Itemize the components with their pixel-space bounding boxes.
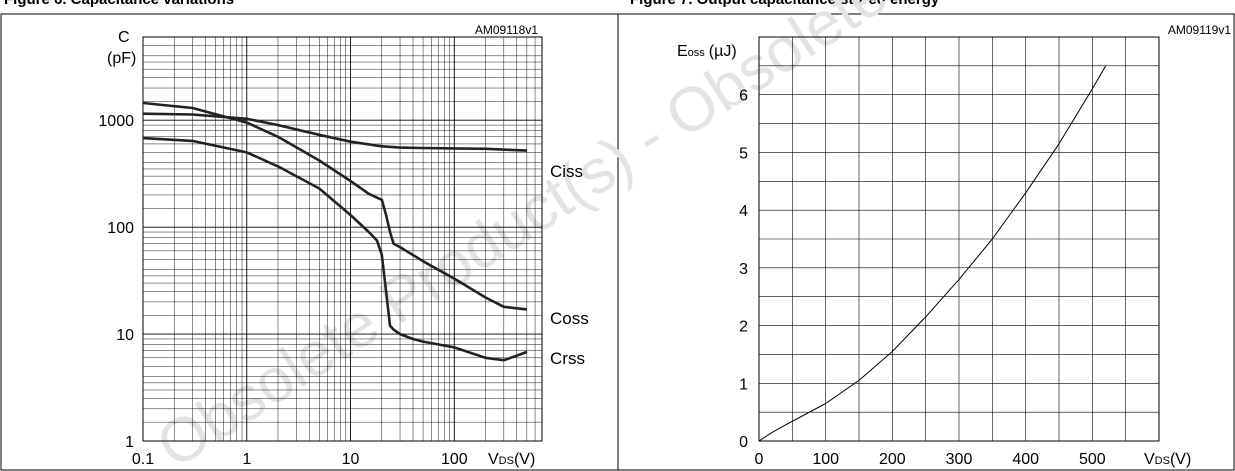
series-crss-label: Crss (550, 349, 585, 368)
right-panel-frame (617, 13, 1235, 471)
y-tick-label: 3 (739, 261, 748, 278)
eoss-line (758, 65, 1107, 442)
capacitance-ylabel: C (118, 29, 130, 46)
series-coss-label: Coss (550, 309, 589, 328)
eoss-xlabel: VDS(V) (1144, 451, 1191, 468)
capacitance-chart-code: AM09118v1 (475, 23, 538, 37)
capacitance-plot-area (142, 36, 543, 442)
series-ciss-label: Ciss (550, 162, 583, 181)
capacitance-xlabel: VDS(V) (488, 451, 535, 468)
x-tick-label: 200 (879, 451, 906, 468)
y-tick-label: 1 (125, 434, 134, 451)
x-tick-label: 100 (812, 451, 839, 468)
capacitance-series-labels: Ciss Coss Crss (550, 162, 589, 368)
y-tick-label: 0 (739, 434, 748, 451)
x-tick-label: 0.1 (132, 451, 154, 468)
series-ciss-line (142, 112, 527, 152)
x-tick-label: 1 (242, 451, 251, 468)
eoss-series (758, 65, 1107, 442)
eoss-chart: 0 100 200 300 400 500 0 1 2 3 4 5 6 AM09119v1 Eoss (µ… (677, 23, 1231, 468)
x-tick-label: 400 (1012, 451, 1039, 468)
capacitance-series (142, 101, 528, 362)
x-tick-label: 100 (441, 451, 468, 468)
x-tick-label: 0 (755, 451, 764, 468)
capacitance-grid (142, 36, 543, 442)
y-tick-label: 5 (739, 145, 748, 162)
y-tick-label: 4 (739, 203, 748, 220)
x-tick-label: 500 (1079, 451, 1106, 468)
figure-header-right: Figure 7. Output capacitance stored ener… (630, 0, 940, 8)
y-tick-label: 10 (116, 327, 134, 344)
x-tick-label: 300 (946, 451, 973, 468)
y-tick-label: 1000 (98, 113, 134, 130)
eoss-ylabel: Eoss (µJ) (677, 43, 737, 60)
figure-header-left: Figure 6. Capacitance variations (4, 0, 234, 8)
series-coss-line (142, 101, 527, 311)
y-tick-label: 6 (739, 88, 748, 105)
eoss-plot-area (758, 36, 1160, 442)
x-tick-label: 10 (342, 451, 360, 468)
y-tick-label: 100 (107, 220, 134, 237)
eoss-tick-labels: 0 100 200 300 400 500 0 1 2 3 4 5 6 (739, 88, 1106, 468)
series-crss-line (142, 136, 528, 362)
capacitance-ylabel-unit: (pF) (107, 50, 136, 67)
y-tick-label: 2 (739, 319, 748, 336)
eoss-grid (759, 37, 1159, 441)
y-tick-label: 1 (739, 376, 748, 393)
eoss-chart-code: AM09119v1 (1168, 23, 1231, 37)
